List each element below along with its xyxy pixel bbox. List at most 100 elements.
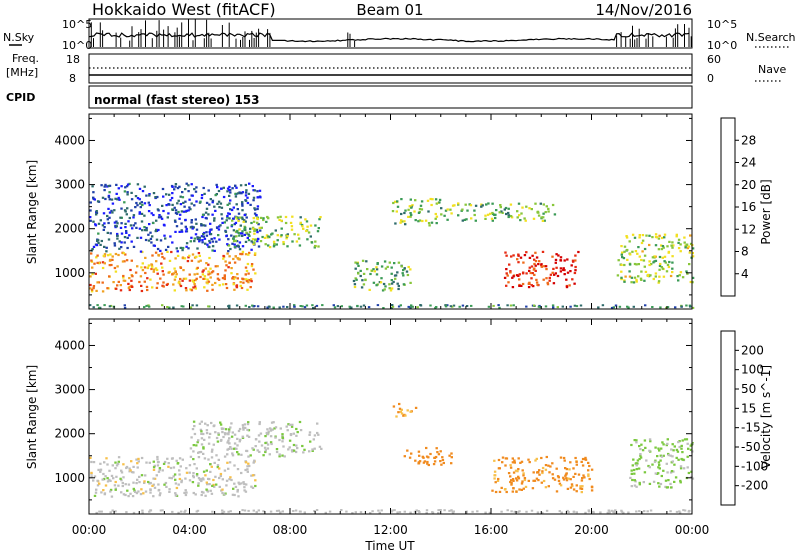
echo-cell — [546, 281, 549, 284]
echo-cell — [267, 305, 271, 308]
echo-cell — [144, 490, 148, 493]
echo-cell — [270, 442, 273, 446]
echo-cell — [212, 443, 215, 446]
echo-cell — [159, 239, 163, 242]
echo-cell — [125, 213, 128, 216]
echo-cell — [393, 509, 396, 512]
echo-cell — [105, 250, 108, 253]
echo-cell — [421, 219, 424, 223]
echo-cell — [152, 460, 155, 463]
echo-cell — [254, 484, 257, 488]
echo-cell — [271, 428, 274, 431]
echo-cell — [559, 267, 563, 270]
echo-cell — [203, 192, 206, 195]
echo-cell — [114, 252, 118, 256]
echo-cell — [409, 281, 412, 284]
echo-cell — [256, 190, 259, 193]
echo-cell — [662, 275, 666, 278]
echo-cell — [90, 475, 93, 478]
echo-cell — [620, 276, 623, 279]
echo-cell — [202, 452, 205, 455]
echo-cell — [228, 478, 231, 481]
echo-cell — [292, 510, 295, 512]
echo-cell — [658, 264, 662, 267]
echo-cell — [126, 193, 129, 196]
echo-cell — [434, 306, 437, 309]
echo-cell — [319, 216, 322, 219]
echo-cell — [216, 466, 219, 469]
echo-cell — [406, 273, 410, 277]
echo-cell — [200, 443, 204, 446]
echo-cell — [156, 455, 159, 459]
echo-cell — [545, 268, 548, 271]
echo-cell — [176, 250, 179, 253]
echo-cell — [391, 509, 394, 512]
colorbar-tick-label: -100 — [741, 459, 768, 473]
echo-cell — [572, 488, 576, 491]
echo-cell — [632, 305, 635, 308]
echo-cell — [182, 269, 185, 272]
echo-cell — [97, 222, 101, 225]
echo-cell — [557, 254, 560, 257]
echo-cell — [156, 464, 160, 467]
echo-cell — [444, 305, 448, 308]
echo-cell — [129, 268, 132, 272]
echo-cell — [226, 461, 229, 464]
echo-cell — [147, 264, 151, 267]
echo-cell — [97, 239, 100, 242]
echo-cell — [656, 455, 659, 458]
echo-cell — [681, 439, 684, 442]
echo-cell — [244, 273, 247, 276]
echo-cell — [536, 283, 539, 286]
echo-cell — [551, 462, 554, 465]
echo-cell — [178, 457, 182, 460]
echo-cell — [651, 463, 654, 466]
echo-cell — [660, 248, 664, 251]
echo-cell — [113, 484, 117, 487]
echo-cell — [102, 212, 106, 215]
echo-cell — [117, 196, 120, 199]
echo-cell — [367, 306, 371, 309]
velocity-echo-field — [89, 402, 695, 514]
echo-cell — [505, 254, 508, 257]
echo-cell — [293, 233, 296, 236]
echo-cell — [485, 203, 488, 206]
echo-cell — [675, 235, 678, 238]
cpid-label: CPID — [6, 91, 35, 104]
echo-cell — [181, 279, 184, 282]
echo-cell — [193, 432, 197, 436]
echo-cell — [106, 231, 109, 234]
echo-cell — [224, 428, 228, 431]
echo-cell — [165, 283, 169, 286]
echo-cell — [233, 245, 237, 248]
echo-cell — [253, 189, 257, 192]
echo-cell — [446, 304, 449, 307]
echo-cell — [148, 223, 151, 226]
echo-cell — [574, 472, 577, 475]
echo-cell — [217, 228, 221, 231]
echo-cell — [555, 266, 558, 269]
echo-cell — [657, 482, 660, 485]
echo-cell — [528, 461, 531, 464]
echo-cell — [464, 203, 467, 206]
echo-cell — [180, 305, 183, 308]
echo-cell — [103, 461, 106, 464]
echo-cell — [124, 253, 127, 256]
echo-cell — [230, 267, 233, 270]
echo-cell — [391, 305, 395, 308]
echo-cell — [243, 486, 246, 489]
echo-cell — [660, 266, 663, 269]
echo-cell — [216, 440, 220, 443]
echo-cell — [532, 471, 535, 474]
echo-cell — [553, 273, 556, 276]
echo-cell — [256, 231, 259, 234]
echo-cell — [248, 234, 251, 237]
echo-cell — [650, 263, 653, 266]
echo-cell — [185, 491, 188, 494]
echo-cell — [113, 221, 117, 224]
echo-cell — [590, 468, 594, 471]
echo-cell — [217, 234, 220, 237]
echo-cell — [399, 304, 402, 307]
echo-cell — [256, 205, 260, 208]
